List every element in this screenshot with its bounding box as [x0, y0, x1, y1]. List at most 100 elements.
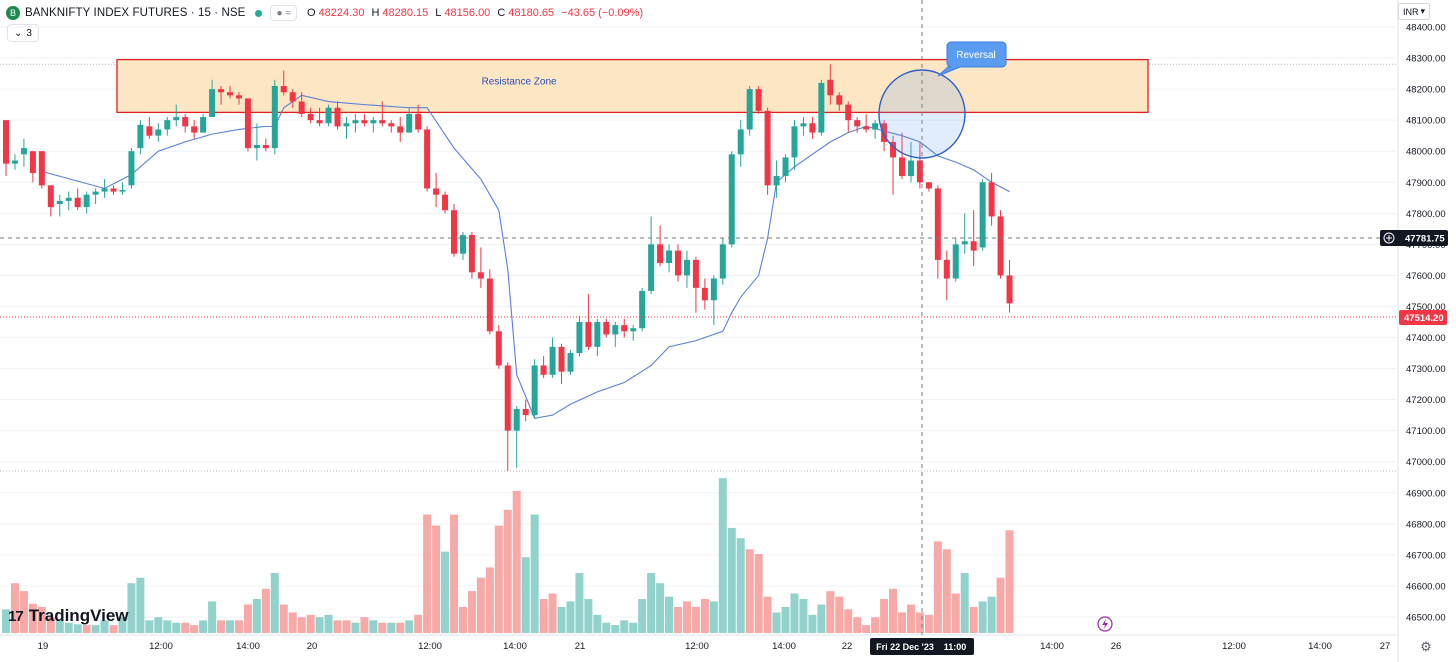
candle — [11, 154, 18, 170]
candle — [701, 278, 708, 310]
candle-body — [540, 365, 547, 375]
logo-mark: 17 — [8, 607, 24, 625]
volume-bar — [467, 591, 476, 633]
volume-bar — [127, 583, 136, 633]
volume-bar — [163, 620, 172, 633]
candle — [603, 318, 610, 338]
indicator-toggle[interactable]: ● ≈ — [270, 5, 297, 21]
candle — [782, 154, 789, 183]
candle — [943, 250, 950, 301]
candle-body — [567, 353, 574, 372]
candle — [863, 113, 870, 133]
candle — [567, 349, 574, 375]
volume-bar — [396, 622, 405, 633]
candle-body — [235, 95, 242, 99]
chevron-down-icon: ▾ — [1420, 6, 1425, 16]
volume-bar — [674, 606, 682, 633]
volume-bar — [718, 478, 727, 633]
candle — [639, 287, 646, 332]
currency-select[interactable]: INR ▾ — [1398, 3, 1430, 20]
candle — [558, 343, 565, 385]
crosshair-time-text: 11:00 — [944, 642, 967, 652]
time-tick-label: 12:00 — [1222, 641, 1246, 652]
candle — [531, 359, 538, 419]
candle-body — [576, 322, 583, 354]
candle — [791, 120, 798, 170]
volume-bar — [279, 604, 288, 633]
volume-bar — [924, 614, 933, 633]
price-tick-label: 47200.00 — [1406, 395, 1446, 406]
candle-body — [719, 244, 726, 279]
volume-bar — [942, 549, 951, 633]
candle-body — [934, 188, 941, 260]
close-key: C — [497, 7, 506, 19]
crosshair-price-text: 47781.75 — [1405, 234, 1445, 245]
candle-body — [415, 113, 422, 130]
volume-bar — [199, 620, 208, 633]
volume-bar — [709, 601, 718, 633]
candle — [692, 256, 699, 313]
crosshair-price-label: 47781.75 — [1380, 230, 1448, 246]
candle — [227, 86, 233, 99]
candle — [334, 101, 341, 130]
logo-text: TradingView — [28, 606, 129, 625]
candle-body — [343, 123, 350, 127]
candle-body — [952, 244, 959, 279]
candle — [200, 113, 207, 133]
candle — [110, 185, 117, 195]
price-tick-label: 46900.00 — [1406, 488, 1446, 499]
low-key: L — [435, 7, 442, 19]
candle-body — [173, 117, 180, 121]
volume-bar — [915, 612, 924, 633]
indicators-toggle-button[interactable]: ⌄ 3 — [7, 24, 39, 42]
candle — [961, 213, 968, 254]
candle — [710, 275, 717, 326]
candle-body — [325, 107, 332, 124]
symbol-name[interactable]: BANKNIFTY INDEX FUTURES · 15 · NSE — [25, 7, 246, 19]
candle — [594, 318, 601, 357]
reversal-callout — [937, 41, 1007, 77]
candle — [316, 107, 323, 127]
plus-icon-cross — [1386, 235, 1392, 241]
low-value: 48156.00 — [444, 7, 491, 19]
candle — [173, 104, 180, 127]
candle-body — [379, 120, 386, 124]
price-tick-label: 46700.00 — [1406, 550, 1446, 561]
gear-icon[interactable]: ⚙ — [1420, 639, 1432, 654]
time-tick-label: 14:00 — [503, 641, 527, 652]
volume-bar — [951, 593, 960, 633]
candle — [899, 132, 905, 180]
candle — [719, 238, 726, 285]
volume-bar — [243, 604, 252, 633]
price-tick-label: 47900.00 — [1406, 178, 1446, 189]
candle — [56, 194, 63, 217]
volume-bar — [423, 514, 432, 633]
candle — [182, 113, 189, 133]
candle — [92, 188, 99, 204]
candle-body — [737, 129, 744, 155]
candle-body — [907, 160, 914, 177]
candle — [451, 204, 457, 257]
candle — [459, 231, 466, 260]
candle-body — [280, 86, 287, 93]
volume-bar — [647, 572, 656, 633]
price-axis-background — [1398, 0, 1456, 662]
candle-body — [307, 113, 314, 121]
candle-body — [657, 244, 664, 263]
candle-body — [83, 194, 90, 208]
volume-bar — [691, 606, 700, 633]
candle-body — [666, 250, 673, 263]
candle — [916, 141, 923, 189]
candle — [657, 225, 664, 267]
volume-bar — [306, 614, 315, 633]
candle — [522, 399, 529, 422]
candle-body — [20, 148, 27, 155]
candle — [540, 356, 547, 378]
price-tick-label: 46800.00 — [1406, 519, 1446, 530]
candle-body — [298, 101, 305, 114]
last-price-box — [1399, 310, 1447, 325]
candle-body — [486, 278, 493, 332]
volume-bar — [727, 527, 736, 633]
volume-bar — [826, 591, 835, 633]
